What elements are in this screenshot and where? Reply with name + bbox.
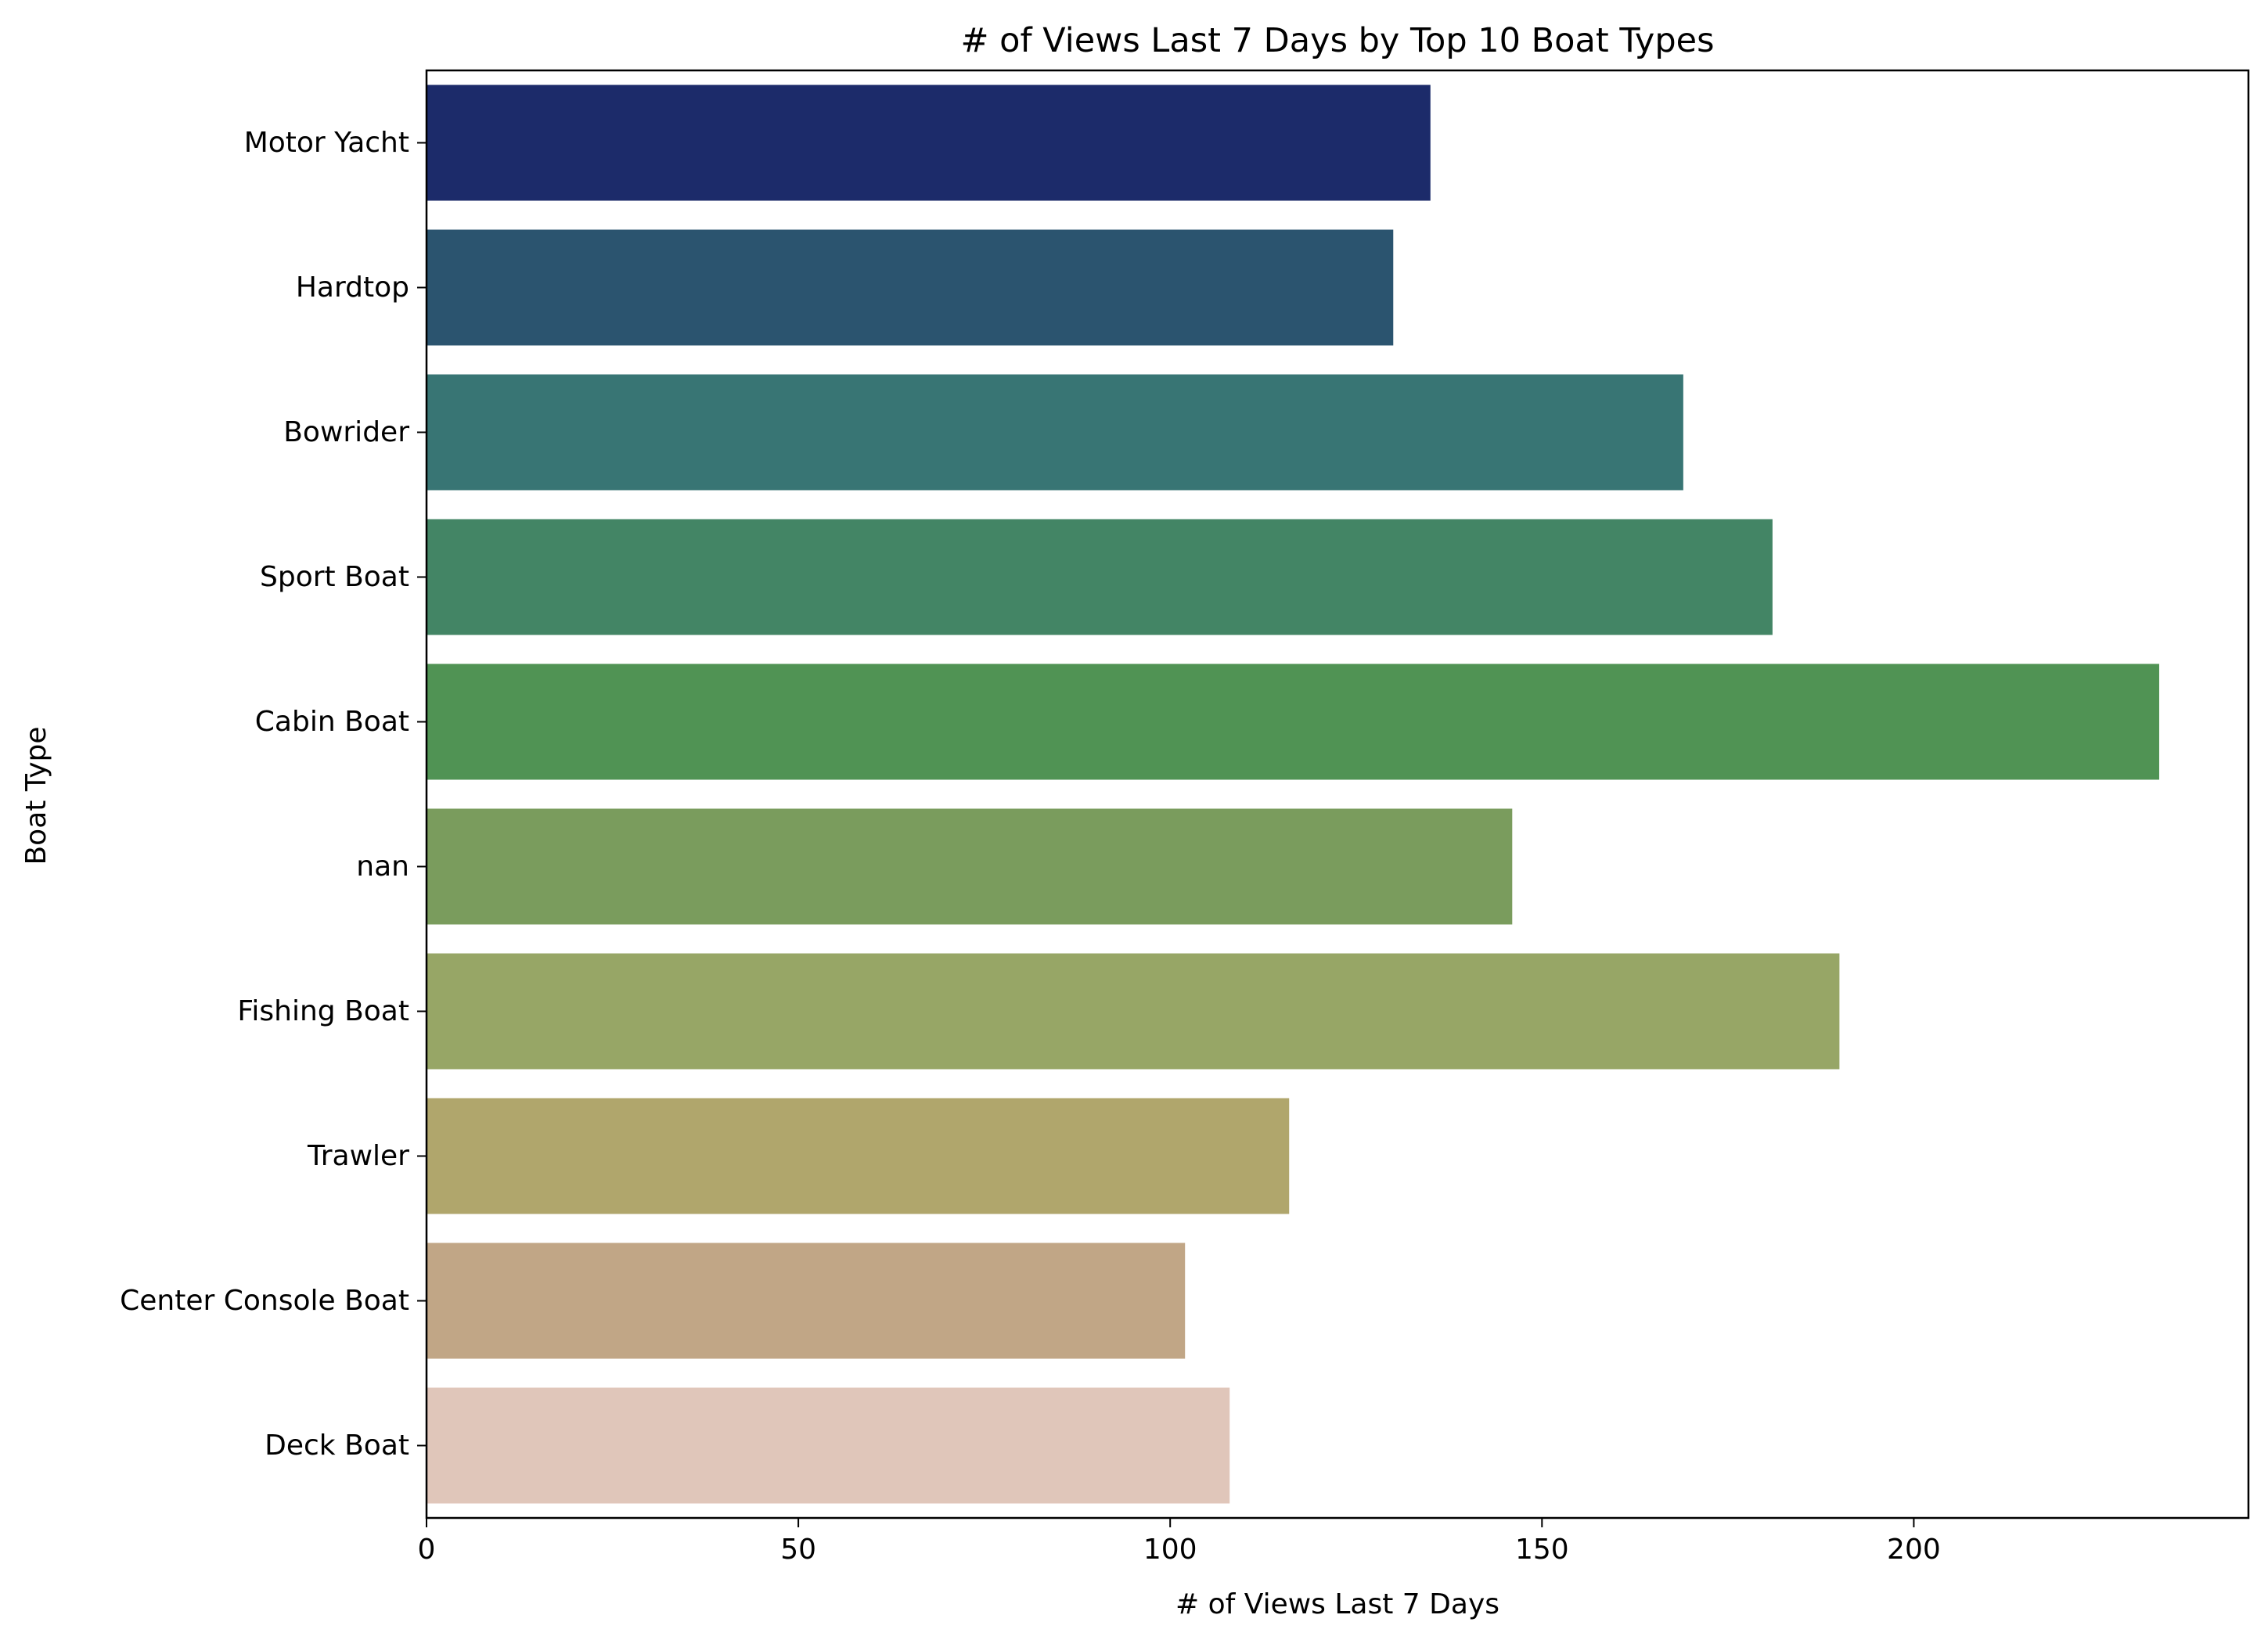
x-axis-label: # of Views Last 7 Days (1175, 1588, 1499, 1620)
x-tick-label: 0 (418, 1534, 436, 1566)
bar-bowrider (427, 374, 1683, 491)
y-tick-label: nan (356, 851, 409, 883)
y-axis-ticks: Motor Yacht Hardtop Bowrider Sport Boat Cabi… (120, 127, 427, 1462)
bar-deck-boat (427, 1387, 1230, 1504)
bar-hardtop (427, 229, 1394, 346)
bar-fishing-boat (427, 953, 1840, 1070)
y-axis-label: Boat Type (20, 726, 52, 865)
y-tick-label: Hardtop (296, 272, 409, 304)
x-tick-label: 50 (780, 1534, 816, 1566)
y-tick-label: Motor Yacht (244, 127, 409, 159)
bars-group (427, 85, 2159, 1504)
bar-sport-boat (427, 519, 1773, 635)
bar-nan (427, 808, 1513, 925)
plot-frame (425, 69, 2250, 1520)
bar-cabin-boat (427, 664, 2159, 780)
bar-trawler (427, 1098, 1290, 1214)
bar-motor-yacht (427, 85, 1431, 201)
y-tick-label: Bowrider (283, 416, 409, 448)
x-axis-ticks: 0 50 100 150 200 (418, 1518, 1941, 1566)
y-tick-label: Deck Boat (265, 1430, 409, 1462)
x-tick-label: 150 (1515, 1534, 1569, 1566)
y-tick-label: Fishing Boat (237, 995, 409, 1027)
y-tick-label: Trawler (307, 1140, 409, 1172)
y-tick-label: Center Console Boat (120, 1285, 409, 1317)
chart-title: # of Views Last 7 Days by Top 10 Boat Ty… (960, 21, 1714, 60)
bar-center-console-boat (427, 1243, 1186, 1359)
y-tick-label: Sport Boat (260, 561, 409, 593)
y-tick-label: Cabin Boat (255, 706, 409, 738)
x-tick-label: 200 (1887, 1534, 1941, 1566)
x-tick-label: 100 (1143, 1534, 1197, 1566)
